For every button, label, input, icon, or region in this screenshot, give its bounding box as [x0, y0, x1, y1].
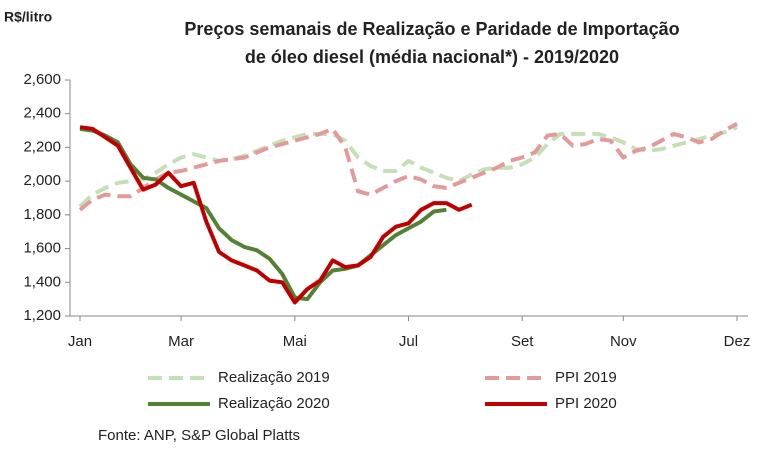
chart-title: Preços semanais de Realização e Paridade…: [184, 19, 679, 39]
x-tick-label: Dez: [724, 333, 751, 350]
x-tick-label: Set: [511, 333, 534, 350]
source-note: Fonte: ANP, S&P Global Platts: [98, 427, 300, 444]
chart-title: de óleo diesel (média nacional*) - 2019/…: [245, 47, 619, 67]
x-tick-label: Nov: [610, 333, 637, 350]
y-tick-label: 1,600: [23, 240, 61, 257]
series-line: [79, 126, 447, 302]
y-tick-label: 1,400: [23, 273, 61, 290]
series-line: [78, 125, 738, 208]
legend-label: Realização 2020: [218, 395, 330, 412]
legend-label: PPI 2020: [555, 395, 617, 412]
series-line: [78, 122, 738, 212]
series-line: [79, 125, 473, 305]
x-tick-label: Mar: [168, 333, 194, 350]
y-tick-label: 2,600: [23, 71, 61, 88]
x-tick-label: Mai: [283, 333, 307, 350]
x-tick-label: Jan: [68, 333, 92, 350]
x-tick-label: Jul: [399, 333, 418, 350]
y-tick-label: 2,200: [23, 138, 61, 155]
y-tick-label: 2,400: [23, 105, 61, 122]
legend-label: Realização 2019: [218, 369, 330, 386]
y-tick-label: 1,200: [23, 307, 61, 324]
y-axis-label: R$/litro: [4, 9, 52, 25]
y-tick-label: 1,800: [23, 206, 61, 223]
y-tick-label: 2,000: [23, 172, 61, 189]
legend-label: PPI 2019: [555, 369, 617, 386]
